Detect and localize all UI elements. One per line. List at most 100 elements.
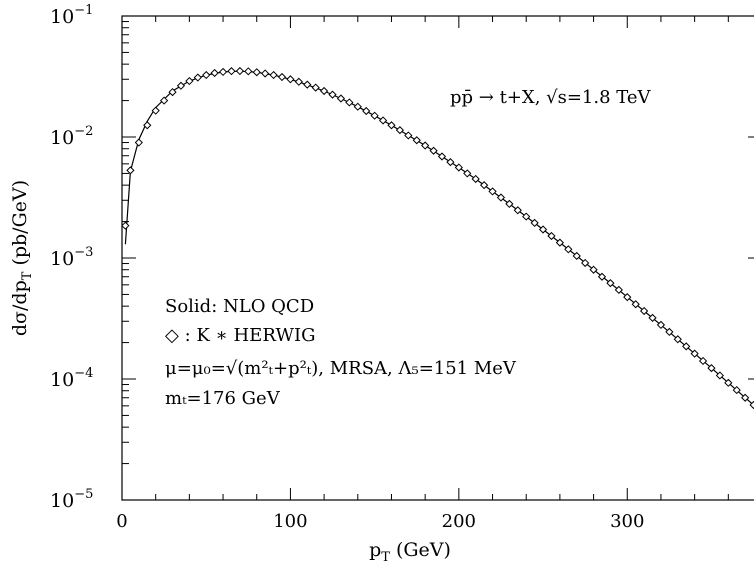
plot-frame — [121, 15, 754, 501]
herwig-point — [269, 70, 278, 80]
herwig-point — [404, 131, 413, 140]
x-axis-label-sub: T — [381, 550, 390, 563]
herwig-point — [732, 385, 741, 395]
herwig-point — [286, 75, 295, 84]
herwig-point — [656, 320, 666, 330]
y-tick-label-base: 10 — [50, 490, 74, 512]
herwig-point — [122, 221, 130, 230]
herwig-point — [294, 77, 303, 86]
herwig-point — [168, 87, 177, 97]
herwig-point — [437, 152, 447, 161]
y-tick-label-exponent: −3 — [74, 245, 93, 260]
x-axis-label-base: p — [369, 539, 381, 561]
herwig-point — [479, 181, 489, 190]
herwig-point — [185, 76, 194, 86]
herwig-point — [698, 356, 708, 366]
herwig-point — [623, 293, 632, 302]
x-tick-label: 100 — [273, 511, 307, 532]
herwig-point — [134, 138, 143, 147]
herwig-point — [159, 96, 169, 105]
herwig-point — [395, 126, 405, 135]
plot-area-border — [121, 15, 754, 501]
herwig-point — [682, 342, 691, 351]
y-tick-label: 10−5 — [50, 487, 93, 512]
herwig-point — [471, 174, 480, 184]
y-tick-label-base: 10 — [50, 127, 74, 149]
herwig-point — [463, 169, 472, 178]
y-tick-label-base: 10 — [50, 248, 74, 270]
herwig-point — [505, 199, 514, 209]
y-tick-label-base: 10 — [50, 369, 74, 391]
herwig-point — [202, 70, 211, 80]
herwig-point — [724, 378, 733, 387]
y-tick-label: 10−1 — [50, 3, 93, 28]
herwig-point — [446, 158, 455, 167]
herwig-point — [454, 163, 463, 172]
y-tick-labels: 10−110−210−310−410−5 — [50, 3, 93, 512]
herwig-point — [631, 300, 640, 309]
herwig-point — [555, 238, 565, 247]
herwig-point — [235, 66, 245, 76]
herwig-point — [176, 81, 186, 90]
herwig-markers — [122, 66, 754, 410]
herwig-point — [370, 111, 379, 120]
herwig-point — [353, 102, 362, 111]
herwig-point — [530, 218, 539, 228]
herwig-point — [522, 212, 531, 221]
solid-line-legend: Solid: NLO QCD — [165, 296, 314, 317]
y-axis-label-pre: dσ/dp — [9, 280, 31, 336]
y-tick-label-exponent: −5 — [74, 487, 93, 502]
herwig-point — [513, 206, 522, 215]
herwig-point — [210, 68, 219, 78]
herwig-point — [328, 90, 337, 99]
mass-annotation: mₜ=176 GeV — [165, 388, 281, 409]
herwig-point — [336, 94, 346, 103]
y-tick-label: 10−2 — [50, 124, 93, 149]
y-tick-label-exponent: −1 — [74, 3, 93, 18]
y-tick-label: 10−4 — [50, 366, 93, 391]
process-annotation: pp̄ → t+X, √s=1.8 TeV — [450, 87, 652, 108]
marker-legend: ◇ : K ∗ HERWIG — [165, 325, 315, 346]
y-tick-label: 10−3 — [50, 245, 93, 270]
herwig-point — [564, 245, 573, 254]
herwig-point — [707, 364, 716, 373]
y-tick-label-exponent: −4 — [74, 366, 93, 381]
herwig-point — [597, 272, 607, 281]
herwig-point — [665, 327, 674, 337]
x-tick-label: 0 — [116, 511, 127, 532]
x-tick-label: 200 — [442, 511, 476, 532]
herwig-point — [741, 393, 750, 402]
herwig-point — [319, 86, 329, 96]
herwig-point — [572, 251, 581, 261]
herwig-point — [362, 106, 371, 116]
x-tick-label: 300 — [610, 511, 644, 532]
y-axis-label-post: (pb/GeV) — [9, 180, 31, 272]
herwig-point — [421, 141, 430, 150]
herwig-point — [614, 285, 623, 295]
herwig-point — [311, 83, 320, 92]
x-tick-labels: 0 100 200 300 — [116, 511, 644, 532]
y-tick-label-exponent: −2 — [74, 124, 93, 139]
herwig-point — [538, 225, 548, 234]
y-axis-label: dσ/dpT (pb/GeV) — [9, 180, 35, 336]
herwig-point — [227, 67, 236, 76]
herwig-point — [648, 313, 657, 322]
herwig-point — [547, 231, 556, 241]
y-axis-label-sub: T — [20, 271, 35, 280]
x-axis-label-unit: (GeV) — [390, 539, 451, 561]
herwig-point — [715, 371, 725, 380]
herwig-point — [277, 72, 287, 82]
herwig-point — [488, 187, 497, 196]
herwig-point — [151, 106, 160, 115]
herwig-point — [218, 67, 228, 77]
herwig-point — [378, 116, 388, 125]
x-axis-label: pT (GeV) — [369, 539, 451, 563]
herwig-point — [690, 349, 699, 358]
axis-ticks — [121, 15, 754, 501]
herwig-point — [639, 306, 649, 316]
herwig-point — [387, 121, 396, 130]
herwig-point — [252, 68, 261, 77]
herwig-point — [143, 121, 152, 130]
herwig-point — [193, 73, 202, 82]
